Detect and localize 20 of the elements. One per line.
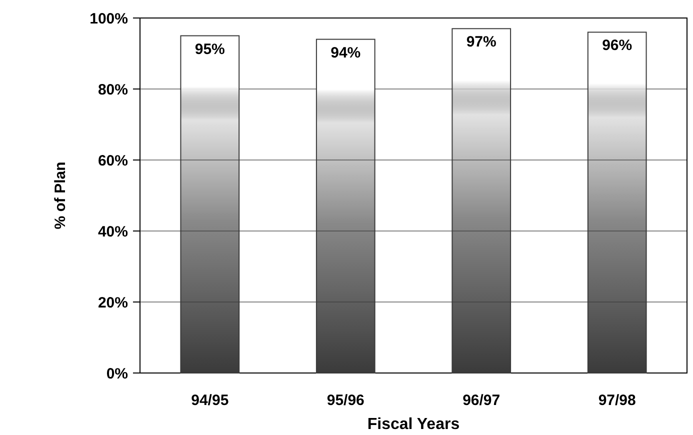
bar [452, 28, 512, 374]
x-tick-label: 96/97 [462, 392, 500, 409]
x-tick-label: 94/95 [191, 392, 229, 409]
x-axis-title: Fiscal Years [367, 416, 460, 433]
x-tick-label: 97/98 [598, 392, 636, 409]
data-label: 94% [330, 44, 361, 62]
bar [180, 35, 240, 374]
y-tick-label: 60% [98, 152, 128, 170]
data-label: 95% [194, 40, 225, 58]
x-tick-label: 95/96 [326, 392, 364, 409]
y-tick-label: 80% [98, 81, 128, 98]
data-label: 97% [466, 34, 496, 51]
bar [316, 38, 376, 374]
data-label: 96% [602, 37, 632, 54]
y-axis-title: % of Plan [52, 162, 69, 230]
bar [587, 32, 647, 374]
y-tick-label: 20% [98, 294, 128, 312]
y-tick-label: 0% [106, 365, 128, 382]
y-tick-label: 100% [90, 10, 128, 28]
y-tick-label: 40% [98, 223, 128, 240]
